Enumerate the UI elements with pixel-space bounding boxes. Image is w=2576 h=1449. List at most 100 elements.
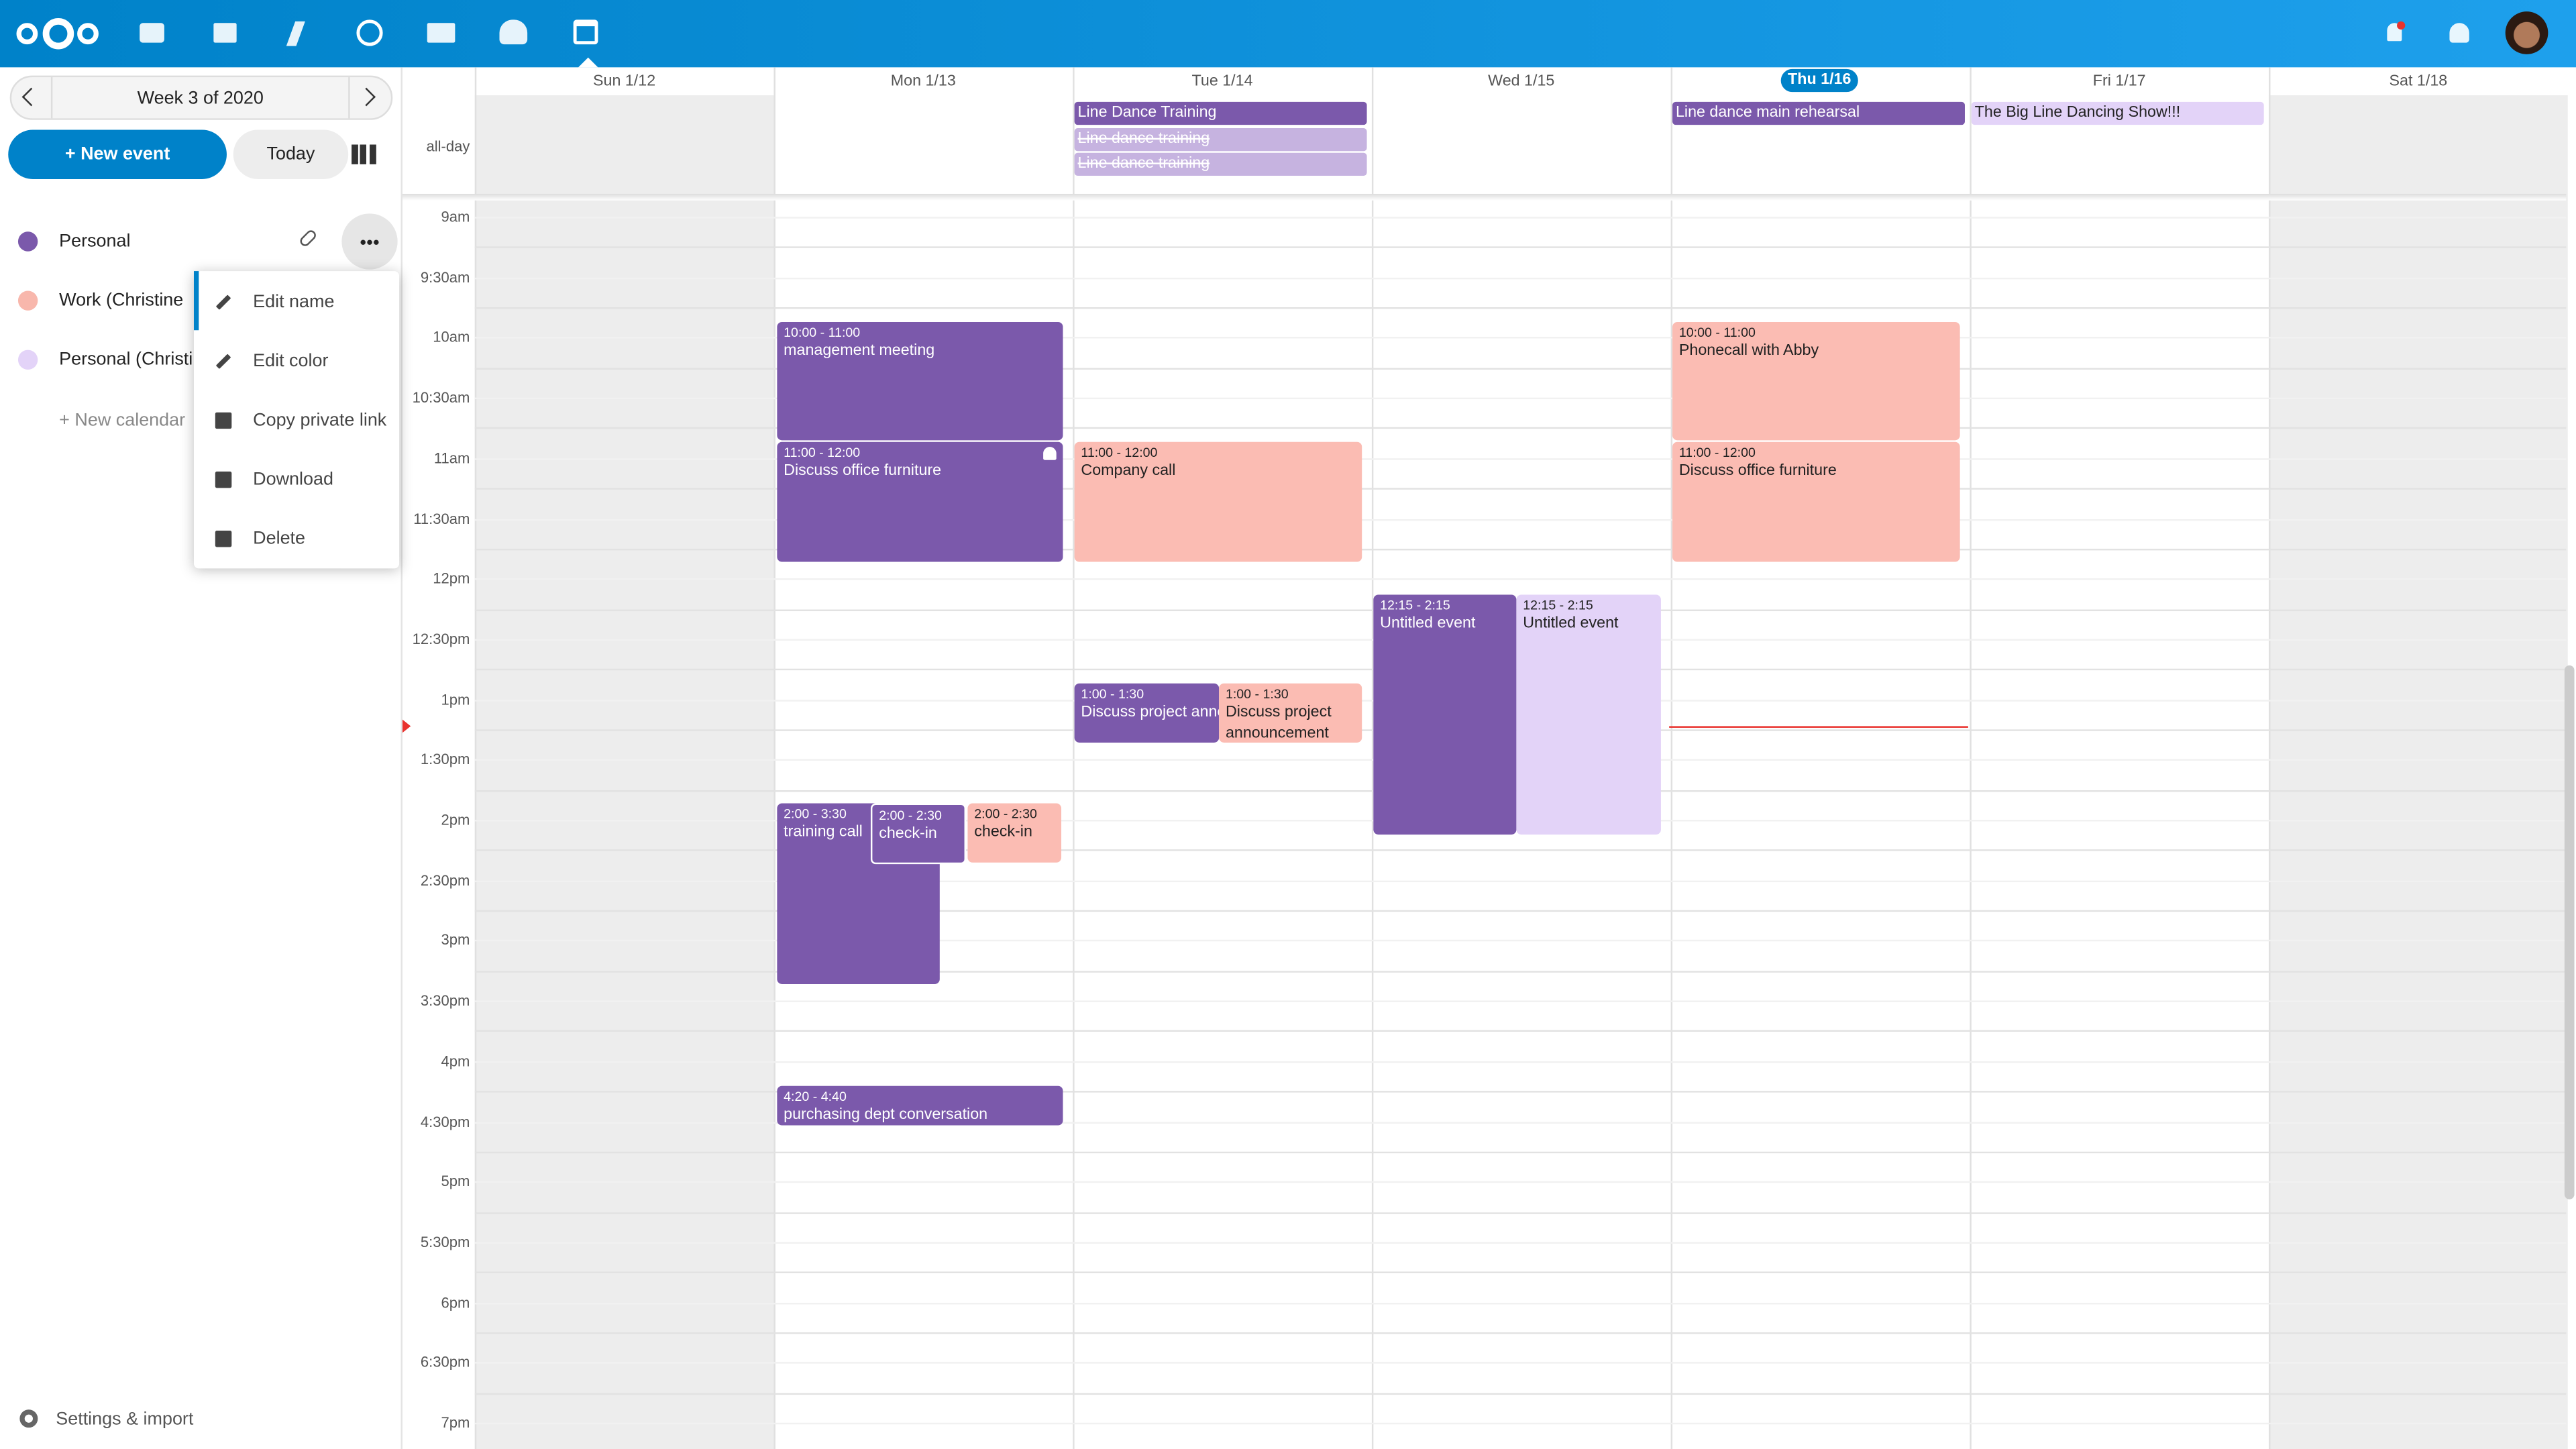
mail-icon[interactable]: [427, 23, 455, 43]
grid-line: [474, 1091, 2567, 1093]
day-header[interactable]: Fri 1/17: [2092, 72, 2146, 91]
event-time: 1:00 - 1:30: [1081, 686, 1144, 702]
event-title: Company call: [1081, 462, 1176, 480]
avatar[interactable]: [2505, 11, 2548, 54]
grid-line: [474, 1242, 2567, 1244]
time-label: 6pm: [441, 1293, 470, 1311]
menu-item[interactable]: Edit color: [253, 352, 329, 372]
day-header[interactable]: Thu 1/16: [1780, 68, 1858, 93]
event[interactable]: 11:00 - 12:00 Company call: [1074, 441, 1362, 562]
notification-dot: [2397, 21, 2406, 30]
day-header[interactable]: Sat 1/18: [2389, 72, 2448, 91]
event[interactable]: 10:00 - 11:00 Phonecall with Abby: [1672, 322, 1960, 441]
logo-ring: [42, 17, 74, 50]
event-time: 11:00 - 12:00: [1678, 445, 1756, 460]
event[interactable]: 4:20 - 4:40 purchasing dept conversation: [777, 1085, 1063, 1126]
time-label: 9:30am: [420, 268, 470, 286]
grid-line: [474, 879, 2567, 882]
allday-event[interactable]: Line dance main rehearsal: [1672, 101, 1965, 125]
column-border: [1073, 67, 1075, 1449]
time-label: 11am: [433, 449, 470, 467]
event-title: Untitled event: [1380, 614, 1476, 633]
column-border: [1371, 67, 1374, 1449]
menu-item[interactable]: Edit name: [253, 292, 335, 313]
settings-icon: [19, 1409, 38, 1428]
grid-line: [474, 488, 2567, 490]
grid-line: [474, 1422, 2567, 1425]
column-border: [474, 67, 477, 1449]
time-label: 3:30pm: [420, 992, 470, 1009]
allday-event[interactable]: The Big Line Dancing Show!!!: [1971, 101, 2264, 125]
files-icon[interactable]: [140, 23, 164, 43]
event[interactable]: 12:15 - 2:15 Untitled event: [1516, 594, 1661, 835]
settings-link[interactable]: Settings & import: [56, 1409, 194, 1430]
new-calendar[interactable]: + New calendar: [59, 411, 186, 431]
time-label: 3pm: [441, 932, 470, 949]
logo-ring: [16, 23, 38, 45]
grid-line: [474, 307, 2567, 309]
menu-item[interactable]: Download: [253, 470, 333, 490]
calendar-name[interactable]: Work (Christine: [59, 290, 184, 311]
allday-event[interactable]: Line dance training: [1074, 152, 1367, 176]
event[interactable]: 12:15 - 2:15 Untitled event: [1373, 594, 1517, 835]
event[interactable]: 2:00 - 2:30 check-in: [967, 803, 1062, 863]
today-label[interactable]: Today: [266, 144, 315, 164]
event[interactable]: 11:00 - 12:00 Discuss office furniture: [777, 441, 1063, 562]
grid-line: [474, 1212, 2567, 1214]
menu-item[interactable]: Delete: [253, 529, 306, 549]
week-label: Week 3 of 2020: [137, 89, 264, 109]
time-label: 4pm: [441, 1053, 470, 1069]
time-label: 10:30am: [412, 389, 470, 407]
grid-line: [474, 1151, 2567, 1153]
time-label: 5pm: [441, 1173, 470, 1190]
grid-line: [474, 910, 2567, 912]
now-line: [1669, 726, 1968, 728]
view-toggle[interactable]: [352, 144, 376, 164]
next-week-button[interactable]: [348, 77, 391, 119]
event-title: purchasing dept conversation: [784, 1106, 988, 1124]
allday-event[interactable]: Line Dance Training: [1074, 101, 1367, 125]
day-header[interactable]: Wed 1/15: [1488, 72, 1555, 91]
calendar-name[interactable]: Personal: [59, 231, 131, 252]
event-time: 1:00 - 1:30: [1225, 686, 1289, 702]
grid-line: [474, 1181, 2567, 1183]
column-border: [773, 67, 775, 1449]
logo[interactable]: [16, 16, 99, 50]
allday-event[interactable]: Line dance training: [1074, 128, 1367, 152]
event-time: 10:00 - 11:00: [1678, 325, 1756, 340]
calendar-color-dot: [17, 231, 38, 252]
new-event-label[interactable]: + New event: [64, 144, 170, 164]
event-time: 12:15 - 2:15: [1380, 598, 1450, 613]
event[interactable]: 11:00 - 12:00 Discuss office furniture: [1672, 441, 1960, 562]
photos-icon[interactable]: [213, 23, 237, 43]
prev-week-button[interactable]: [11, 77, 53, 119]
grid-line: [474, 548, 2567, 551]
calendar-icon[interactable]: [573, 19, 598, 45]
grid-line: [474, 1061, 2567, 1063]
new-event-button[interactable]: [8, 129, 227, 179]
talk-icon[interactable]: [356, 19, 383, 46]
grid-line: [474, 1030, 2567, 1033]
today-button[interactable]: [233, 129, 349, 179]
event[interactable]: 2:00 - 2:30 check-in: [870, 803, 967, 865]
menu-item[interactable]: Copy private link: [253, 411, 387, 431]
grid-line: [474, 247, 2567, 249]
scrollbar-thumb[interactable]: [2564, 665, 2575, 1199]
event-title: training call: [784, 822, 863, 841]
grid-line: [474, 427, 2567, 430]
time-label: 2:30pm: [420, 871, 470, 889]
day-header[interactable]: Mon 1/13: [890, 72, 956, 91]
contacts-icon[interactable]: [499, 19, 528, 45]
day-header[interactable]: Sun 1/12: [593, 72, 656, 91]
calendar-name[interactable]: Personal (Christi: [59, 350, 193, 370]
event[interactable]: 10:00 - 11:00 management meeting: [777, 322, 1063, 441]
time-label: 1:30pm: [420, 751, 470, 768]
contacts-menu-icon[interactable]: [2449, 23, 2469, 43]
day-header[interactable]: Tue 1/14: [1191, 72, 1253, 91]
grid-line: [474, 578, 2567, 580]
grid-line: [474, 1272, 2567, 1274]
